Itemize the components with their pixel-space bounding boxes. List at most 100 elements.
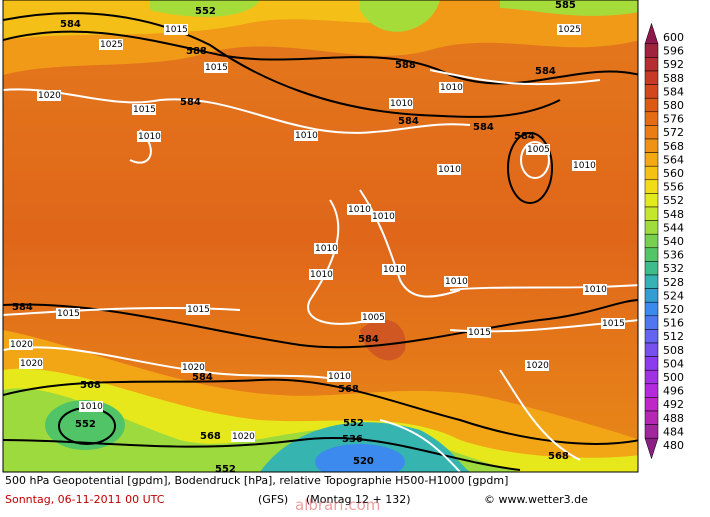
contour-label: 1020 (526, 361, 549, 371)
colorbar-swatch (644, 329, 659, 344)
contour-label: 536 (342, 434, 363, 445)
contour-label: 584 (192, 372, 213, 383)
contour-label: 1020 (10, 340, 33, 350)
contour-label-bg (526, 144, 550, 155)
contour-label: 552 (343, 418, 364, 429)
colorbar-label: 592 (663, 58, 684, 71)
colorbar-label: 556 (663, 181, 684, 194)
contour-label: 1025 (558, 25, 581, 35)
contour-label: 1015 (165, 25, 188, 35)
contour-label: 1010 (372, 212, 395, 222)
contour-label-bg (327, 371, 351, 382)
contour-label-bg (444, 276, 468, 287)
contour-label: 1020 (232, 432, 255, 442)
colorbar-label: 492 (663, 398, 684, 411)
contour-label-bg (525, 360, 549, 371)
colorbar-swatch (644, 138, 659, 153)
colorbar-swatch (644, 179, 659, 194)
colorbar-label: 560 (663, 167, 684, 180)
colorbar-swatch (644, 70, 659, 85)
colorbar-swatch (644, 220, 659, 235)
contour-label: 1010 (573, 161, 596, 171)
contour-label-bg (79, 401, 103, 412)
contour-label-bg (361, 312, 385, 323)
contour-label: 568 (200, 431, 221, 442)
colorbar-label: 588 (663, 72, 684, 85)
contour-label-bg (439, 82, 463, 93)
contour-label: 584 (12, 302, 33, 313)
contour-label: 1010 (315, 244, 338, 254)
contour-label-bg (389, 98, 413, 109)
colorbar-swatch (644, 437, 659, 460)
colorbar-label: 520 (663, 303, 684, 316)
contour-label: 1015 (205, 63, 228, 73)
contour-label-bg (99, 39, 123, 50)
colorbar-label: 576 (663, 113, 684, 126)
colorbar-swatch (644, 165, 659, 181)
colorbar-swatch (644, 342, 659, 357)
contour-label-bg (382, 264, 406, 275)
contour-label: 1025 (100, 40, 123, 50)
contour-label: 1010 (445, 277, 468, 287)
contour-label: 568 (80, 380, 101, 391)
colorbar-label: 532 (663, 262, 684, 275)
colorbar-swatch (644, 111, 659, 126)
colorbar-swatch (644, 301, 659, 317)
colorbar-label: 544 (663, 221, 684, 234)
contour-label-bg (572, 160, 596, 171)
colorbar-swatch (644, 193, 659, 208)
colorbar-swatch (644, 288, 659, 303)
colorbar-swatch (644, 410, 659, 425)
colorbar-swatch (644, 233, 659, 249)
colorbar-swatch (644, 43, 659, 58)
contour-label-bg (294, 130, 318, 141)
contour-label: 588 (395, 60, 416, 71)
footer-title: 500 hPa Geopotential [gpdm], Bodendruck … (5, 474, 508, 487)
contour-label-bg (309, 269, 333, 280)
colorbar-label: 508 (663, 344, 684, 357)
contour-label-bg (186, 304, 210, 315)
colorbar-swatch (644, 315, 659, 330)
contour-label: 1010 (348, 205, 371, 215)
contour-label: 1010 (80, 402, 103, 412)
colorbar-label: 580 (663, 99, 684, 112)
colorbar-label: 504 (663, 357, 684, 370)
colorbar-swatch (644, 152, 659, 167)
colorbar-label: 572 (663, 126, 684, 139)
colorbar-label: 540 (663, 235, 684, 248)
contour-label: 1020 (182, 363, 205, 373)
colorbar: 6005965925885845805765725685645605565525… (644, 22, 684, 460)
contour-label: 552 (195, 6, 216, 17)
colorbar-swatch (644, 22, 659, 45)
colorbar-swatch (644, 57, 659, 72)
colorbar-swatch (644, 84, 659, 99)
colorbar-label: 480 (663, 439, 684, 452)
contour-label: 1010 (383, 265, 406, 275)
colorbar-label: 496 (663, 385, 684, 398)
colorbar-label: 516 (663, 317, 684, 330)
colorbar-swatch (644, 261, 659, 276)
colorbar-label: 584 (663, 85, 684, 98)
contour-label: 1010 (438, 165, 461, 175)
contour-label: 1010 (328, 372, 351, 382)
colorbar-swatch (644, 206, 659, 221)
colorbar-swatch (644, 274, 659, 289)
colorbar-label: 600 (663, 31, 684, 44)
contour-label-bg (601, 318, 625, 329)
contour-label: 568 (338, 384, 359, 395)
contour-label-bg (181, 362, 205, 373)
contour-label: 584 (473, 122, 494, 133)
contour-label-bg (371, 211, 395, 222)
map-frame (2, 0, 639, 473)
colorbar-label: 564 (663, 153, 684, 166)
footer-model: (GFS) (258, 493, 288, 506)
contour-label: 1015 (187, 305, 210, 315)
contour-label: 585 (555, 0, 576, 11)
colorbar-label: 524 (663, 289, 684, 302)
contour-label: 1015 (468, 328, 491, 338)
contour-label: 1010 (584, 285, 607, 295)
contour-label: 1015 (602, 319, 625, 329)
contour-label-bg (583, 284, 607, 295)
colorbar-swatch (644, 383, 659, 398)
